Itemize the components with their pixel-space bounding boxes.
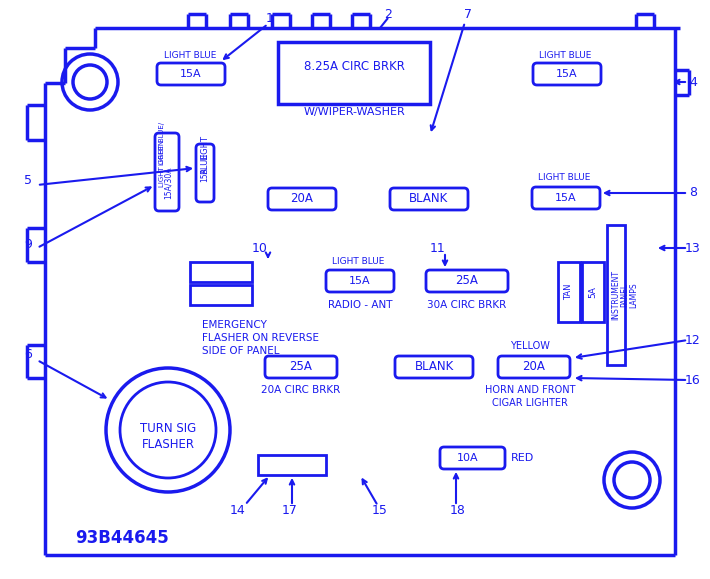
Text: RED: RED [510,453,534,463]
Text: PANEL: PANEL [621,283,630,307]
Text: BLANK: BLANK [410,192,449,206]
Text: FLASHER ON REVERSE: FLASHER ON REVERSE [202,333,319,343]
Text: LIGHT BLUE: LIGHT BLUE [332,258,384,266]
Text: LIGHT BLUE/: LIGHT BLUE/ [159,122,165,164]
Bar [607,225,625,365]
Bar [558,262,580,322]
Text: 25A: 25A [290,361,312,373]
Text: LIGHT BLUE: LIGHT BLUE [539,50,591,60]
Text: BLANK: BLANK [415,361,454,373]
Text: 15A: 15A [180,69,202,79]
Text: 15A: 15A [556,69,578,79]
Text: 14: 14 [230,504,246,516]
Text: TURN SIG: TURN SIG [140,422,196,434]
Text: LAMPS: LAMPS [630,282,638,308]
Text: LIGHT GREEN: LIGHT GREEN [159,140,165,186]
Text: 6: 6 [24,349,32,361]
Text: SIDE OF PANEL: SIDE OF PANEL [202,346,280,356]
Text: 15A: 15A [349,276,371,286]
Text: 20A CIRC BRKR: 20A CIRC BRKR [261,385,341,395]
Text: YELLOW: YELLOW [510,341,550,351]
Text: 10: 10 [252,241,268,255]
Text: EMERGENCY: EMERGENCY [202,320,267,330]
Text: RADIO - ANT: RADIO - ANT [328,300,392,310]
Text: 2: 2 [384,8,392,20]
Text: 20A: 20A [523,361,545,373]
Text: 15A: 15A [200,167,209,182]
Text: 4: 4 [689,75,697,89]
Text: LIGHT: LIGHT [200,135,209,160]
Text: 8: 8 [689,186,697,200]
Text: 5A: 5A [589,286,598,298]
Text: 15A: 15A [555,193,577,203]
Text: 30A CIRC BRKR: 30A CIRC BRKR [427,300,507,310]
Text: 13: 13 [685,241,701,255]
Bar [582,262,604,322]
Text: 15A/30A: 15A/30A [163,167,173,199]
Text: 8.25A CIRC BRKR: 8.25A CIRC BRKR [304,60,405,72]
Text: 15: 15 [372,504,388,516]
Bar [190,285,252,305]
Bar [190,262,252,282]
Text: 16: 16 [685,373,701,387]
Text: CIGAR LIGHTER: CIGAR LIGHTER [492,398,568,408]
Text: 10A: 10A [457,453,479,463]
Text: W/WIPER-WASHER: W/WIPER-WASHER [303,107,405,117]
Text: 93B44645: 93B44645 [75,529,169,547]
Text: INSTRUMENT: INSTRUMENT [611,270,621,320]
Text: 25A: 25A [456,274,479,288]
Text: 12: 12 [685,334,701,346]
Text: 11: 11 [430,241,446,255]
Text: 17: 17 [282,504,298,516]
Text: 5: 5 [24,174,32,186]
Bar [278,42,430,104]
Text: 20A: 20A [290,192,313,206]
Text: HORN AND FRONT: HORN AND FRONT [485,385,575,395]
Text: LIGHT BLUE: LIGHT BLUE [537,174,590,182]
Text: TAN: TAN [564,284,574,301]
Text: 9: 9 [24,239,32,251]
Text: BLUE: BLUE [200,152,209,174]
Text: 1: 1 [266,12,274,24]
Text: 7: 7 [464,8,472,20]
Text: 18: 18 [450,504,466,516]
Text: LIGHT BLUE: LIGHT BLUE [164,50,216,60]
Text: FLASHER: FLASHER [141,438,195,452]
Bar [258,455,326,475]
